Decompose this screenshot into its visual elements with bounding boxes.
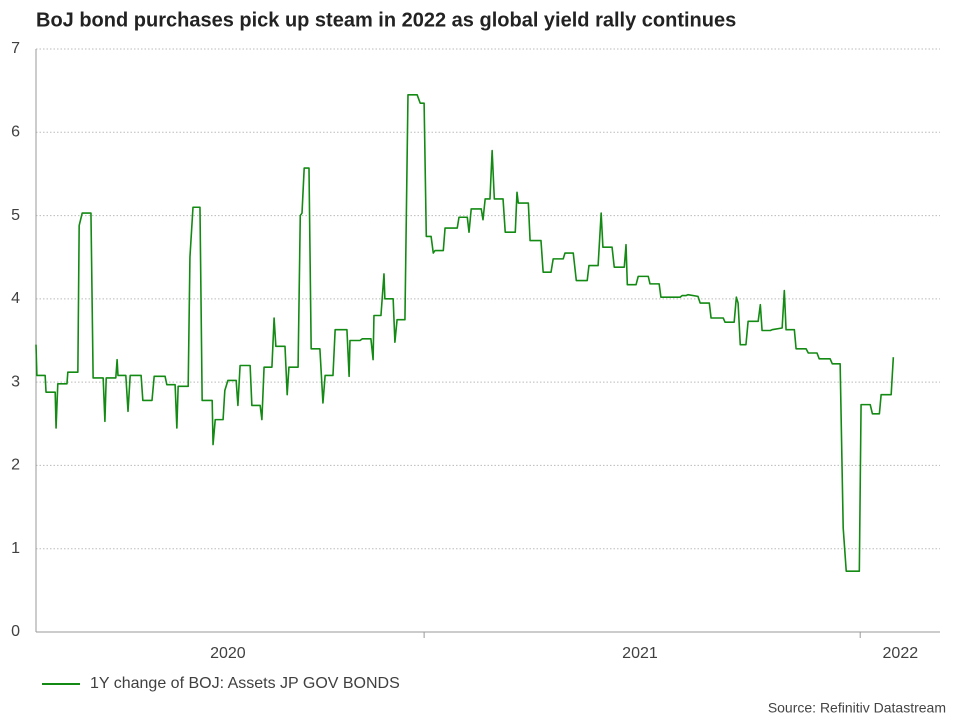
source: Source: Refinitiv Datastream — [768, 700, 946, 716]
line — [35, 94, 895, 572]
y-tick-label: 1 — [11, 540, 20, 557]
chart-title: BoJ bond purchases pick up steam in 2022… — [36, 9, 736, 31]
y-tick-label: 5 — [11, 207, 20, 224]
y-tick-label: 4 — [11, 290, 20, 307]
y-tick-label: 2 — [11, 457, 20, 474]
legend-label: 1Y change of BOJ: Assets JP GOV BONDS — [90, 675, 400, 692]
x-tick-label: 2020 — [210, 645, 246, 662]
x-tick-label: 2021 — [622, 645, 658, 662]
y-tick-label: 3 — [11, 373, 20, 390]
x-tick-label: 2022 — [883, 645, 919, 662]
y-tick-label: 0 — [11, 623, 20, 640]
y-tick-label: 7 — [11, 40, 20, 57]
y-tick-label: 6 — [11, 124, 20, 141]
